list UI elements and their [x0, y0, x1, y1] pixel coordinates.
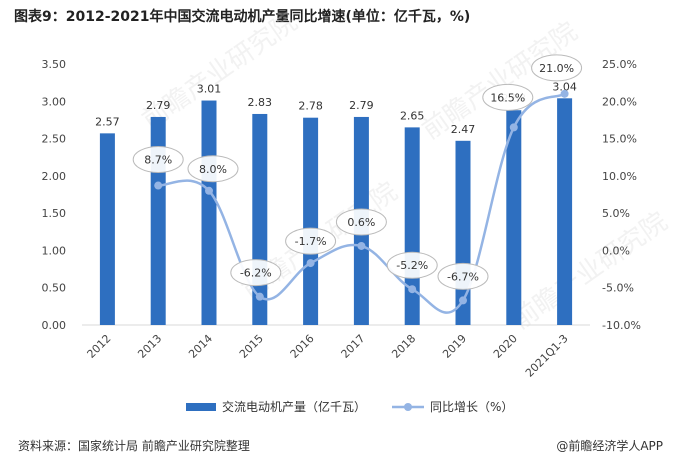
bar — [506, 110, 522, 325]
y-left-tick-label: 1.50 — [42, 207, 67, 220]
y-right-tick-label: -5.0% — [602, 282, 634, 295]
bar — [99, 133, 115, 325]
line-label-bubble — [437, 262, 489, 290]
x-tick-label: 2018 — [389, 332, 418, 361]
bar-value-label: 2.65 — [400, 109, 425, 122]
y-right-tick-label: 20.0% — [602, 95, 637, 108]
line-value-label: 16.5% — [490, 91, 525, 104]
line-point — [154, 181, 163, 190]
x-tick-label: 2013 — [135, 332, 164, 361]
legend-bar-label: 交流电动机产量（亿千瓦） — [222, 399, 366, 414]
line-value-label: -5.2% — [396, 259, 428, 272]
bar — [404, 127, 420, 325]
chart-title: 图表9：2012-2021年中国交流电动机产量同比增速(单位：亿千瓦，%) — [14, 9, 471, 25]
y-left-tick-label: 3.00 — [42, 95, 67, 108]
bar-value-label: 2.78 — [298, 100, 323, 113]
line-point — [459, 296, 467, 305]
line-point — [560, 89, 569, 98]
y-right-tick-label: 25.0% — [602, 58, 637, 71]
line-label-bubble — [230, 259, 282, 287]
x-tick-label: 2021Q1-3 — [523, 332, 571, 380]
y-left-tick-label: 0.50 — [42, 282, 67, 295]
x-tick-label: 2020 — [491, 332, 520, 361]
line-label-bubble — [335, 208, 387, 236]
y-right-tick-label: 10.0% — [602, 170, 637, 183]
line-label-bubble — [482, 83, 534, 111]
legend-line-label: 同比增长（%） — [430, 400, 513, 414]
line-value-label: -6.7% — [447, 270, 479, 283]
bar-value-label: 2.47 — [451, 123, 476, 136]
line-label-bubble — [285, 227, 337, 255]
bar — [303, 117, 319, 325]
watermark: 前瞻产业研究院 — [507, 207, 673, 336]
bar-value-label: 2.79 — [349, 99, 374, 112]
y-right-tick-label: -10.0% — [602, 319, 641, 332]
bar-value-label: 3.01 — [197, 83, 222, 96]
bar — [201, 100, 217, 325]
y-left-tick-label: 1.00 — [42, 244, 67, 257]
line-point — [255, 292, 264, 301]
watermark: 前瞻产业研究院 — [137, 7, 303, 136]
y-right-tick-label: 15.0% — [602, 133, 637, 146]
y-left-tick-label: 0.00 — [42, 319, 67, 332]
x-tick-label: 2015 — [237, 332, 266, 361]
credit-note: @前瞻经济学人APP — [556, 439, 663, 453]
x-tick-label: 2017 — [339, 332, 368, 361]
bar-value-label: 3.04 — [552, 80, 577, 93]
y-left-tick-label: 3.50 — [42, 58, 67, 71]
line-label-bubble — [187, 155, 239, 183]
line-point — [509, 123, 518, 132]
line-value-label: 0.6% — [347, 216, 375, 229]
bar-value-label: 2.83 — [248, 96, 273, 109]
bar — [557, 98, 573, 325]
line-value-label: 8.7% — [144, 154, 172, 167]
line-point — [408, 285, 417, 294]
line-label-bubble — [132, 146, 184, 174]
line-label-bubble — [531, 54, 583, 82]
legend-line-marker — [404, 403, 412, 411]
x-tick-label: 2014 — [186, 332, 215, 361]
line-value-label: 8.0% — [199, 163, 227, 176]
x-tick-label: 2012 — [85, 332, 114, 361]
y-right-tick-label: 5.0% — [602, 207, 630, 220]
source-note: 资料来源：国家统计局 前瞻产业研究院整理 — [18, 439, 250, 453]
bar-value-label: 2.57 — [95, 115, 120, 128]
line-value-label: -1.7% — [295, 235, 327, 248]
legend-bar-swatch — [186, 403, 216, 411]
bar-value-label: 2.79 — [146, 99, 171, 112]
x-tick-label: 2016 — [288, 332, 317, 361]
line-value-label: 21.0% — [539, 62, 574, 75]
line-label-bubble — [386, 251, 438, 279]
x-tick-label: 2019 — [440, 332, 469, 361]
y-left-tick-label: 2.00 — [42, 170, 67, 183]
y-right-tick-label: 0.0% — [602, 244, 630, 257]
line-point — [306, 259, 315, 268]
y-left-tick-label: 2.50 — [42, 133, 67, 146]
line-value-label: -6.2% — [240, 267, 272, 280]
line-point — [205, 186, 213, 195]
line-point — [357, 241, 366, 250]
